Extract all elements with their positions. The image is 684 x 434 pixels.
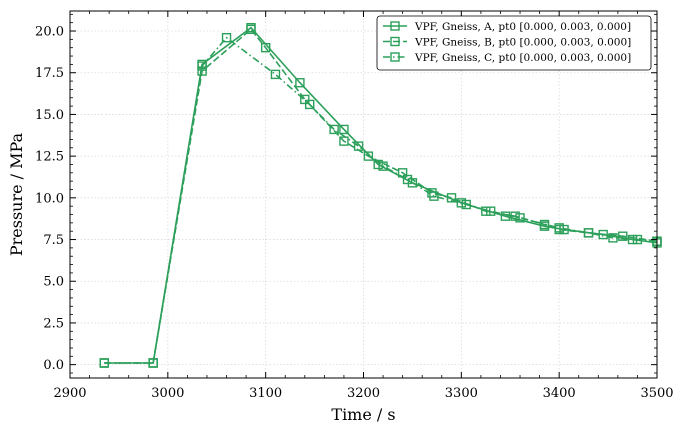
data-point-marker	[583, 228, 594, 238]
data-point-marker	[339, 124, 349, 135]
data-point-marker	[304, 99, 315, 110]
data-point-marker	[197, 61, 207, 71]
x-tick-label: 3200	[347, 386, 380, 401]
series-line	[104, 36, 658, 364]
y-tick-label: 0.0	[43, 358, 64, 373]
data-point-marker	[339, 136, 349, 146]
y-tick-label: 10.0	[35, 191, 64, 206]
data-point-marker	[485, 206, 496, 216]
x-tick-label: 3000	[151, 386, 184, 401]
x-tick-label: 3400	[543, 386, 576, 401]
y-tick-label: 7.5	[43, 233, 64, 248]
legend-entry-label: VPF, Gneiss, C, pt0 [0.000, 0.003, 0.000…	[414, 52, 631, 64]
data-point-marker	[363, 151, 374, 161]
x-tick-label: 3100	[249, 386, 282, 401]
y-tick-label: 15.0	[35, 108, 64, 123]
legend-marker	[390, 36, 400, 47]
legend-entry-label: VPF, Gneiss, A, pt0 [0.000, 0.003, 0.000…	[414, 21, 631, 33]
data-point-marker	[429, 191, 439, 201]
data-point-marker	[461, 199, 471, 210]
y-tick-label: 5.0	[43, 275, 64, 290]
data-point-marker	[295, 78, 305, 88]
legend-box	[376, 15, 652, 71]
legend-entry-label: VPF, Gneiss, B, pt0 [0.000, 0.003, 0.000…	[414, 36, 631, 48]
x-tick-label: 3500	[640, 386, 673, 401]
y-tick-label: 2.5	[43, 316, 64, 331]
data-point-marker	[632, 234, 643, 245]
x-axis-label: Time / s	[331, 405, 395, 424]
x-tick-label: 3300	[445, 386, 478, 401]
data-point-marker	[99, 358, 109, 368]
data-point-marker	[353, 141, 364, 151]
data-point-marker	[221, 32, 232, 43]
legend-marker	[390, 21, 400, 31]
series-3	[99, 32, 662, 368]
series-layer	[99, 22, 662, 368]
data-point-marker	[148, 358, 158, 368]
series-line	[104, 28, 658, 364]
data-point-marker	[608, 233, 618, 243]
x-tick-label: 2900	[53, 386, 86, 401]
data-point-marker	[260, 43, 271, 53]
data-point-marker	[618, 231, 628, 241]
data-point-marker	[378, 161, 388, 171]
data-point-marker	[300, 94, 310, 105]
ticks: 2900 3000 3100 3200 3300 3400 3500 0.0 2.5 5.0 7.5…	[35, 11, 674, 401]
y-tick-label: 12.5	[35, 150, 64, 165]
data-point-marker	[270, 69, 281, 80]
y-tick-label: 17.5	[35, 66, 64, 81]
legend-marker	[390, 52, 400, 62]
data-point-marker	[329, 124, 339, 135]
data-point-marker	[402, 174, 413, 185]
data-point-marker	[246, 24, 256, 35]
data-point-marker	[446, 193, 457, 203]
data-point-marker	[554, 223, 564, 233]
legend: VPF, Gneiss, A, pt0 [0.000, 0.003, 0.000…	[376, 15, 652, 71]
data-point-marker	[539, 219, 550, 230]
data-point-marker	[515, 213, 525, 223]
y-axis-label: Pressure / MPa	[7, 132, 26, 256]
y-tick-label: 20.0	[35, 25, 64, 40]
